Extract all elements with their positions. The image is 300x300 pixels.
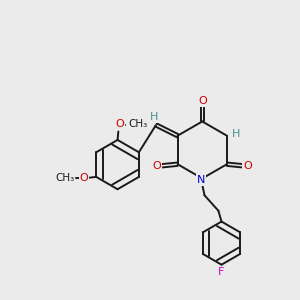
Text: O: O: [116, 119, 124, 129]
Text: O: O: [80, 173, 88, 184]
Text: H: H: [150, 112, 159, 122]
Text: F: F: [218, 267, 225, 277]
Text: H: H: [232, 129, 240, 139]
Text: CH₃: CH₃: [128, 119, 148, 129]
Text: O: O: [199, 96, 207, 106]
Text: N: N: [196, 175, 205, 185]
Text: O: O: [243, 161, 252, 171]
Text: O: O: [152, 161, 161, 171]
Text: CH₃: CH₃: [56, 173, 75, 184]
